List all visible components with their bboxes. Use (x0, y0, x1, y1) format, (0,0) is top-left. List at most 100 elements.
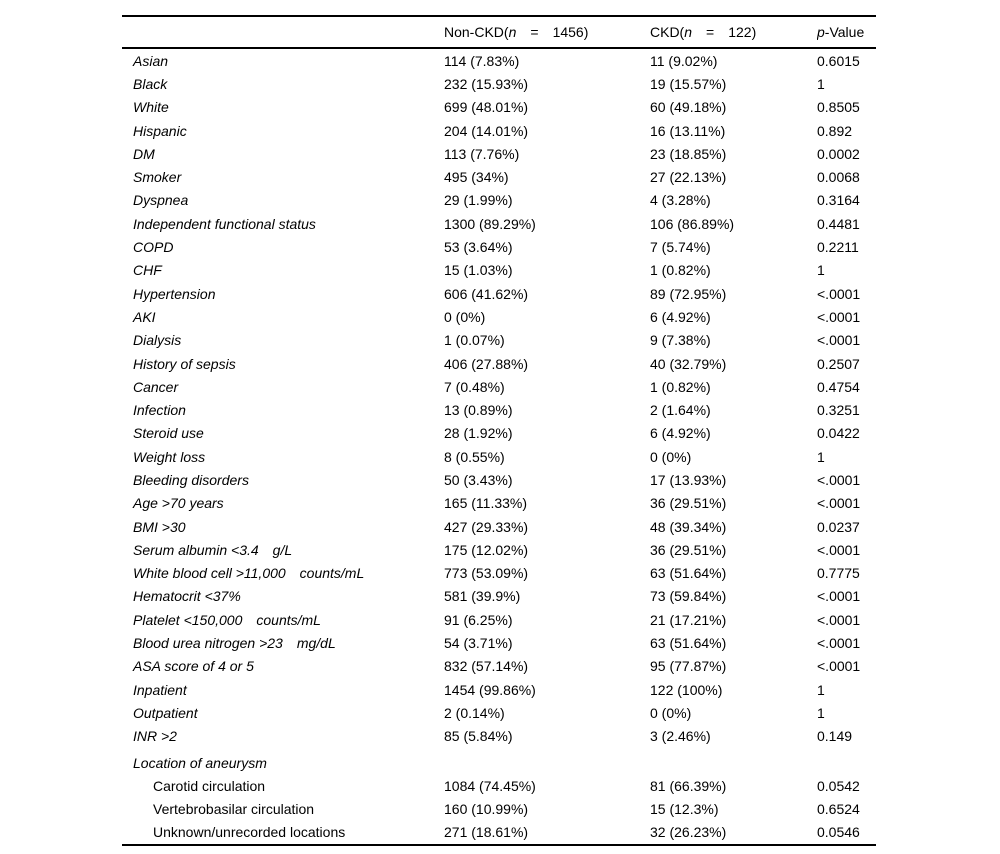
non-ckd-value: 2 (0.14%) (444, 704, 505, 721)
p-value: 0.149 (817, 728, 853, 745)
non-ckd-value: 54 (3.71%) (444, 635, 513, 652)
row-label: BMI >30 (133, 518, 186, 535)
non-ckd-value: 165 (11.33%) (444, 495, 528, 512)
row-label: INR >2 (133, 728, 177, 745)
ckd-value: 32 (26.23%) (650, 824, 727, 841)
ckd-value: 3 (2.46%) (650, 728, 711, 745)
header-variable-symbol: n (508, 24, 517, 40)
table-row: Outpatient 2 (0.14%) 0 (0%) 1 (122, 701, 876, 724)
row-label: COPD (133, 239, 174, 256)
non-ckd-value: 15 (1.03%) (444, 262, 513, 279)
ckd-value: 19 (15.57%) (650, 75, 727, 92)
row-label: DM (133, 145, 155, 162)
p-value: 0.3164 (817, 192, 860, 209)
section-row: Location of aneurysm (122, 748, 876, 774)
p-value: 1 (817, 704, 825, 721)
ckd-value: 48 (39.34%) (650, 518, 727, 535)
ckd-value: 2 (1.64%) (650, 402, 711, 419)
row-label: Asian (133, 52, 169, 69)
non-ckd-value: 8 (0.55%) (444, 448, 505, 465)
ckd-value: 63 (51.64%) (650, 565, 727, 582)
non-ckd-value: 7 (0.48%) (444, 378, 505, 395)
non-ckd-value: 13 (0.89%) (444, 402, 513, 419)
p-value: <.0001 (817, 588, 861, 605)
row-label: Hematocrit <37% (133, 588, 241, 605)
row-label: Dialysis (133, 332, 182, 349)
non-ckd-value: 0 (0%) (444, 308, 486, 325)
table-row: INR >2 85 (5.84%) 3 (2.46%) 0.149 (122, 725, 876, 748)
row-label: Hispanic (133, 122, 187, 139)
row-label: Black (133, 75, 168, 92)
p-value: 0.7775 (817, 565, 860, 582)
non-ckd-value: 91 (6.25%) (444, 611, 513, 628)
non-ckd-value: 271 (18.61%) (444, 824, 529, 841)
row-label: History of sepsis (133, 355, 236, 372)
row-label: ASA score of 4 or 5 (133, 658, 254, 675)
table-row: Dialysis 1 (0.07%) 9 (7.38%) <.0001 (122, 329, 876, 352)
p-value: 0.0546 (817, 824, 860, 841)
table-row: Independent functional status 1300 (89.29… (122, 212, 876, 235)
header-variable-symbol: n (684, 24, 693, 40)
table-row: CHF 15 (1.03%) 1 (0.82%) 1 (122, 259, 876, 282)
p-value: <.0001 (817, 471, 861, 488)
p-value (817, 748, 876, 774)
ckd-value: 95 (77.87%) (650, 658, 727, 675)
table-row: Dyspnea 29 (1.99%) 4 (3.28%) 0.3164 (122, 189, 876, 212)
ckd-value: 63 (51.64%) (650, 635, 727, 652)
p-value: 0.6524 (817, 801, 860, 818)
non-ckd-value: 699 (48.01%) (444, 99, 529, 116)
ckd-value: 7 (5.74%) (650, 239, 711, 256)
column-header-variable (122, 16, 444, 49)
table-row: Age >70 years 165 (11.33%) 36 (29.51%) <.00… (122, 492, 876, 515)
non-ckd-value: 175 (12.02%) (444, 541, 529, 558)
table-row: Unknown/unrecorded locations 271 (18.61%)… (122, 821, 876, 845)
p-value: 1 (817, 681, 825, 698)
non-ckd-value: 1454 (99.86%) (444, 681, 536, 698)
p-value: <.0001 (817, 285, 861, 302)
row-label: White blood cell >11,000 counts/mL (133, 565, 365, 582)
table-row: Black 232 (15.93%) 19 (15.57%) 1 (122, 72, 876, 95)
row-label: CHF (133, 262, 162, 279)
table-row: Serum albumin <3.4 g/L 175 (12.02%) 36 (29… (122, 538, 876, 561)
p-value: <.0001 (817, 332, 861, 349)
p-value: <.0001 (817, 658, 861, 675)
non-ckd-value (444, 748, 650, 774)
p-value: 0.0542 (817, 777, 860, 794)
paper-table-region: Non-CKD(n = 1456) CKD(n = 122) p-Value Asi… (122, 15, 876, 847)
row-label: Hypertension (133, 285, 216, 302)
non-ckd-value: 114 (7.83%) (444, 52, 520, 69)
ckd-value: 89 (72.95%) (650, 285, 727, 302)
row-label: Cancer (133, 378, 179, 395)
row-label: White (133, 99, 169, 116)
table-row: COPD 53 (3.64%) 7 (5.74%) 0.2211 (122, 235, 876, 258)
ckd-value: 122 (100%) (650, 681, 723, 698)
row-label: Platelet <150,000 counts/mL (133, 611, 321, 628)
ckd-value: 1 (0.82%) (650, 378, 711, 395)
ckd-value: 1 (0.82%) (650, 262, 711, 279)
p-value: 1 (817, 75, 825, 92)
ckd-value: 15 (12.3%) (650, 801, 719, 818)
non-ckd-value: 406 (27.88%) (444, 355, 529, 372)
p-value: 0.0237 (817, 518, 860, 535)
baseline-characteristics-table: Non-CKD(n = 1456) CKD(n = 122) p-Value Asi… (122, 15, 876, 847)
ckd-value: 40 (32.79%) (650, 355, 727, 372)
table-row: Steroid use 28 (1.92%) 6 (4.92%) 0.0422 (122, 422, 876, 445)
row-label: AKI (133, 308, 156, 325)
header-text: = (692, 24, 729, 40)
table-header-row: Non-CKD(n = 1456) CKD(n = 122) p-Value (122, 16, 876, 49)
ckd-value: 21 (17.21%) (650, 611, 727, 628)
p-value: 0.2211 (817, 239, 859, 256)
p-value: <.0001 (817, 541, 861, 558)
ckd-value: 81 (66.39%) (650, 777, 727, 794)
header-text: 122) (728, 24, 757, 40)
table-row: Hematocrit <37% 581 (39.9%) 73 (59.84%) <.0… (122, 585, 876, 608)
table-row: Carotid circulation 1084 (74.45%) 81 (66.3… (122, 774, 876, 797)
table-row: History of sepsis 406 (27.88%) 40 (32.79%)… (122, 352, 876, 375)
row-label: Carotid circulation (153, 777, 266, 794)
row-label: Independent functional status (133, 215, 316, 232)
row-label: Age >70 years (133, 495, 224, 512)
p-value: 0.6015 (817, 52, 860, 69)
ckd-value: 73 (59.84%) (650, 588, 727, 605)
p-value: <.0001 (817, 495, 861, 512)
row-label: Weight loss (133, 448, 206, 465)
